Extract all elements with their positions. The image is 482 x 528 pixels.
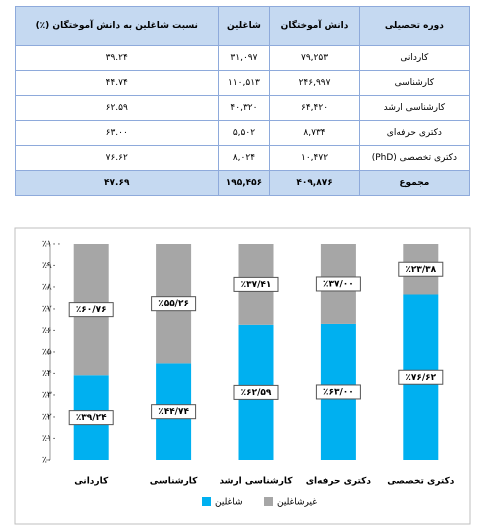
value-label: ٪۶۲/۵۹ xyxy=(241,388,272,398)
value-label: ٪۳۷/۴۱ xyxy=(241,280,272,290)
y-tick-label: ٪۱۰۰ xyxy=(42,240,61,250)
value-label-box xyxy=(151,404,197,420)
value-label: ٪۳۷/۰۰ xyxy=(323,279,354,289)
table-cell: ۷۶.۶۲ xyxy=(15,145,219,171)
header-cell: نسبت شاغلین به دانش آموختگان (٪) xyxy=(15,6,219,46)
y-tick-label: ٪۲۰ xyxy=(42,412,57,422)
data-table: دوره تحصیلی دانش آموختگان شاغلین نسبت شاغلی… xyxy=(15,6,471,196)
value-label-box xyxy=(315,384,361,400)
value-label-box xyxy=(68,410,114,426)
value-label: ٪۲۳/۳۸ xyxy=(405,265,436,275)
table-row: مجموع ۴۰۹,۸۷۶ ۱۹۵,۴۵۶ ۴۷.۶۹ xyxy=(15,170,471,196)
table-cell: ۷۹,۲۵۳ xyxy=(269,45,360,71)
table-cell: ۴۰۹,۸۷۶ xyxy=(269,170,360,196)
table-cell: ۵,۵۰۲ xyxy=(217,120,271,146)
y-tick-label: ٪۵۰ xyxy=(42,348,57,358)
header-cell: شاغلین xyxy=(217,6,271,46)
value-label: ٪۳۹/۲۴ xyxy=(76,413,107,423)
value-label-box xyxy=(233,384,279,400)
value-label-box xyxy=(68,302,114,318)
table-cell: ۳۹.۲۴ xyxy=(15,45,219,71)
x-tick-label: دکتری تخصصی xyxy=(387,477,455,487)
table-cell: کاردانی xyxy=(358,45,471,71)
chart-frame xyxy=(14,227,471,525)
table-cell: کارشناسی xyxy=(358,70,471,96)
value-label: ٪۵۵/۲۶ xyxy=(158,299,189,309)
table-cell: ۱۰,۴۷۲ xyxy=(269,145,360,171)
value-label-box xyxy=(233,276,279,292)
table-cell: ۱۹۵,۴۵۶ xyxy=(217,170,271,196)
x-tick-label: کاردانی xyxy=(74,477,109,487)
legend-swatch xyxy=(264,497,273,506)
y-tick-label: ٪۱۰ xyxy=(42,434,57,444)
table-cell: ۴۰,۳۲۰ xyxy=(217,95,271,121)
x-tick-label: کارشناسی xyxy=(150,477,198,487)
value-label-box xyxy=(398,261,444,277)
legend-label: غیرشاغلین xyxy=(277,498,317,508)
value-label: ٪۶۰/۷۶ xyxy=(76,305,107,315)
table-cell: ۶۳.۰۰ xyxy=(15,120,219,146)
value-label-box xyxy=(398,369,444,385)
y-tick-label: ٪۹۰ xyxy=(42,261,57,271)
table-row: دکتری تخصصی (PhD) ۱۰,۴۷۲ ۸,۰۲۴ ۷۶.۶۲ xyxy=(15,145,471,171)
legend-label: شاغلین xyxy=(215,498,243,508)
table-cell: ۲۴۶,۹۹۷ xyxy=(269,70,360,96)
header-cell: دوره تحصیلی xyxy=(358,6,471,46)
header-row: دوره تحصیلی دانش آموختگان شاغلین نسبت شاغلی… xyxy=(15,6,471,46)
value-label-box xyxy=(315,276,361,292)
legend-swatch xyxy=(202,497,211,506)
y-tick-label: ٪۰ xyxy=(42,456,52,466)
table-cell: مجموع xyxy=(358,170,471,196)
x-tick-label: دکتری حرفه‌ای xyxy=(306,477,372,487)
table-row: کاردانی ۷۹,۲۵۳ ۳۱,۰۹۷ ۳۹.۲۴ xyxy=(15,45,471,71)
x-tick-label: کارشناسی ارشد xyxy=(219,477,293,487)
table-row: کارشناسی ارشد ۶۴,۴۲۰ ۴۰,۳۲۰ ۶۲.۵۹ xyxy=(15,95,471,121)
table-cell: ۴۷.۶۹ xyxy=(15,170,219,196)
header-cell: دانش آموختگان xyxy=(269,6,360,46)
value-label: ٪۷۶/۶۲ xyxy=(405,373,436,383)
value-label: ٪۶۳/۰۰ xyxy=(323,387,354,397)
table-cell: ۶۴,۴۲۰ xyxy=(269,95,360,121)
y-tick-label: ٪۸۰ xyxy=(42,283,57,293)
y-tick-label: ٪۶۰ xyxy=(42,326,57,336)
y-tick-label: ٪۴۰ xyxy=(42,369,57,379)
y-tick-label: ٪۷۰ xyxy=(42,304,57,314)
y-tick-label: ٪۳۰ xyxy=(42,391,57,401)
value-label-box xyxy=(151,296,197,312)
value-label: ٪۴۴/۷۴ xyxy=(158,407,189,417)
table-cell: ۸,۰۲۴ xyxy=(217,145,271,171)
table-cell: کارشناسی ارشد xyxy=(358,95,471,121)
